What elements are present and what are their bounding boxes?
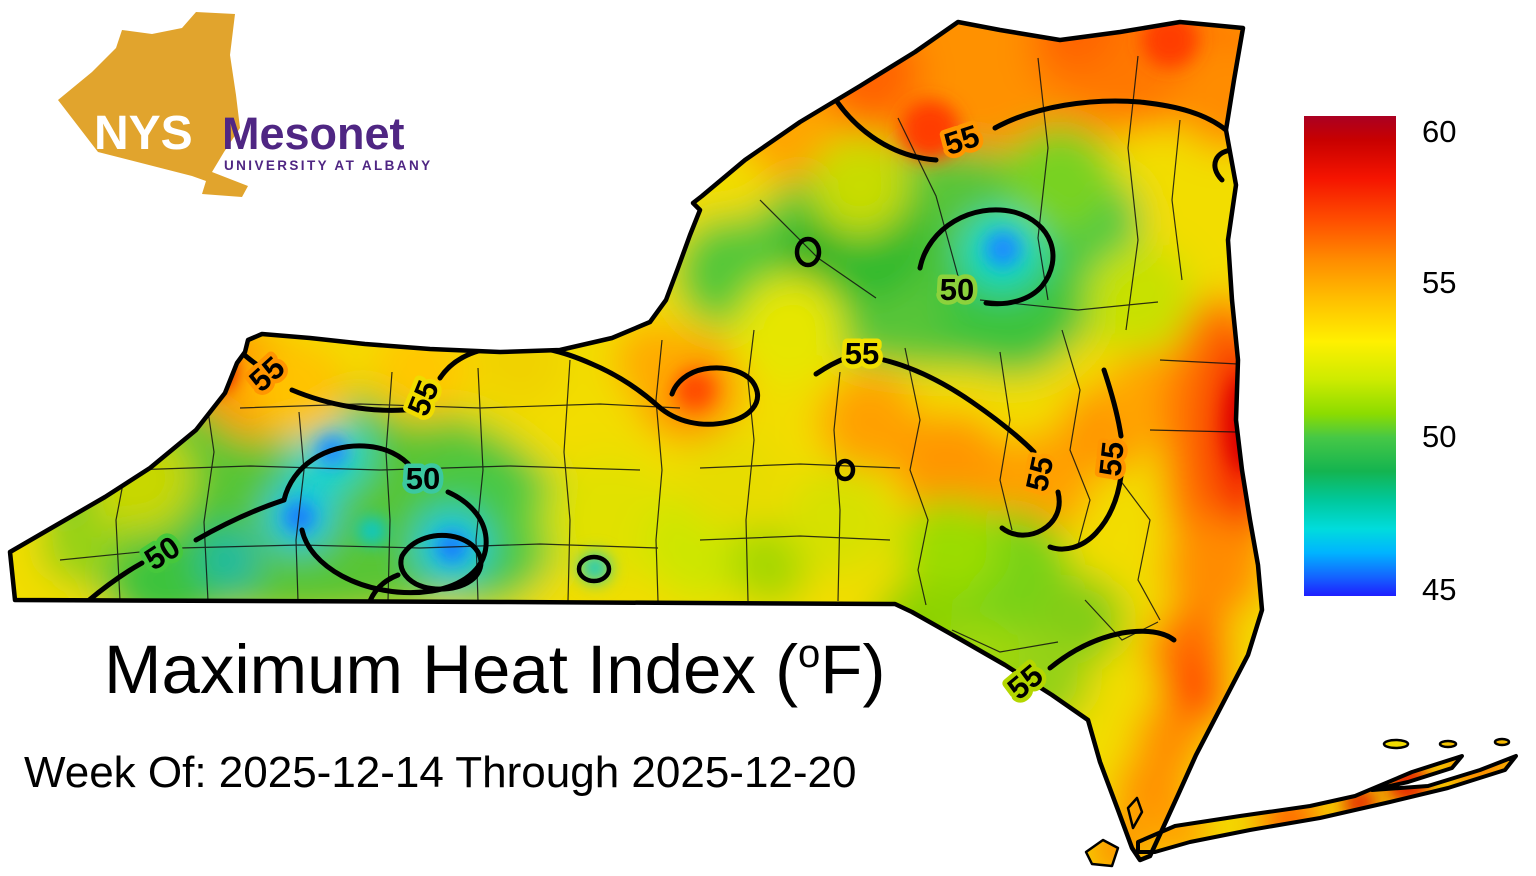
logo-brand: Mesonet (222, 108, 405, 159)
map-title-text: Maximum Heat Index ( (104, 631, 799, 708)
colorbar-tick: 60 (1422, 114, 1457, 149)
state-outline (7, 19, 1518, 868)
logo-acronym: NYS (94, 107, 193, 160)
colorbar-tick: 50 (1422, 419, 1457, 454)
colorbar-tick: 45 (1422, 572, 1457, 607)
colorbar (1304, 116, 1396, 596)
map-title: Maximum Heat Index (oF) (104, 631, 886, 708)
small-contour-rings (576, 236, 856, 584)
logo-state-shape (58, 12, 248, 197)
colorbar-tick: 55 (1422, 265, 1457, 300)
map-subtitle: Week Of: 2025-12-14 Through 2025-12-20 (24, 748, 857, 797)
nys-mesonet-logo: NYS Mesonet UNIVERSITY AT ALBANY (58, 12, 433, 197)
contour-label: 55 (1019, 453, 1060, 494)
county-boundaries (59, 55, 1239, 653)
map-title-unit: F) (820, 631, 886, 708)
contour-label: 55 (1092, 440, 1130, 478)
contour-label: 55 (845, 336, 879, 371)
degree-symbol: o (798, 632, 821, 676)
logo-tagline: UNIVERSITY AT ALBANY (224, 158, 433, 173)
contour-label: 50 (406, 461, 440, 496)
contour-label: 50 (940, 272, 974, 307)
